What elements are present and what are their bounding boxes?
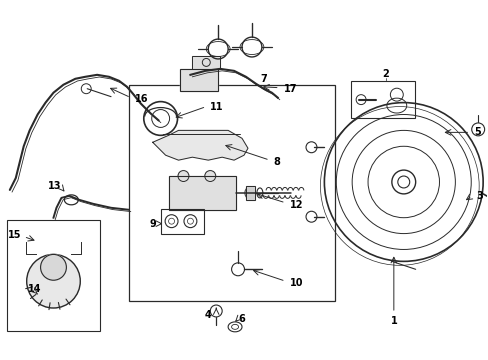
Text: 3: 3 (475, 191, 482, 201)
Bar (161, 209, 204, 234)
Text: 4: 4 (204, 310, 211, 320)
Bar (180, 69, 218, 91)
Bar (192, 56, 220, 69)
Text: 14: 14 (28, 284, 41, 294)
Bar (350, 81, 414, 118)
Text: 9: 9 (150, 219, 156, 229)
Text: 7: 7 (260, 74, 266, 84)
Circle shape (41, 255, 66, 280)
Text: 15: 15 (8, 230, 21, 239)
Bar (168, 176, 236, 210)
Text: 17: 17 (283, 84, 297, 94)
Text: 16: 16 (135, 94, 148, 104)
Bar (245, 186, 254, 200)
Text: 5: 5 (473, 127, 480, 138)
Text: 6: 6 (238, 314, 244, 324)
Bar (180, 69, 218, 91)
Text: 8: 8 (273, 157, 280, 167)
Bar (129, 85, 335, 301)
Circle shape (178, 171, 188, 181)
Polygon shape (152, 130, 247, 160)
Bar (192, 56, 220, 69)
Text: 13: 13 (48, 181, 61, 191)
Text: 12: 12 (289, 200, 303, 210)
Text: 2: 2 (382, 69, 388, 79)
Circle shape (27, 255, 80, 308)
Text: 1: 1 (389, 316, 396, 326)
Bar (7, 220, 100, 331)
Text: 10: 10 (289, 278, 303, 288)
Bar (168, 176, 236, 210)
Circle shape (204, 171, 215, 181)
Text: 11: 11 (210, 102, 224, 112)
Bar (245, 186, 254, 200)
